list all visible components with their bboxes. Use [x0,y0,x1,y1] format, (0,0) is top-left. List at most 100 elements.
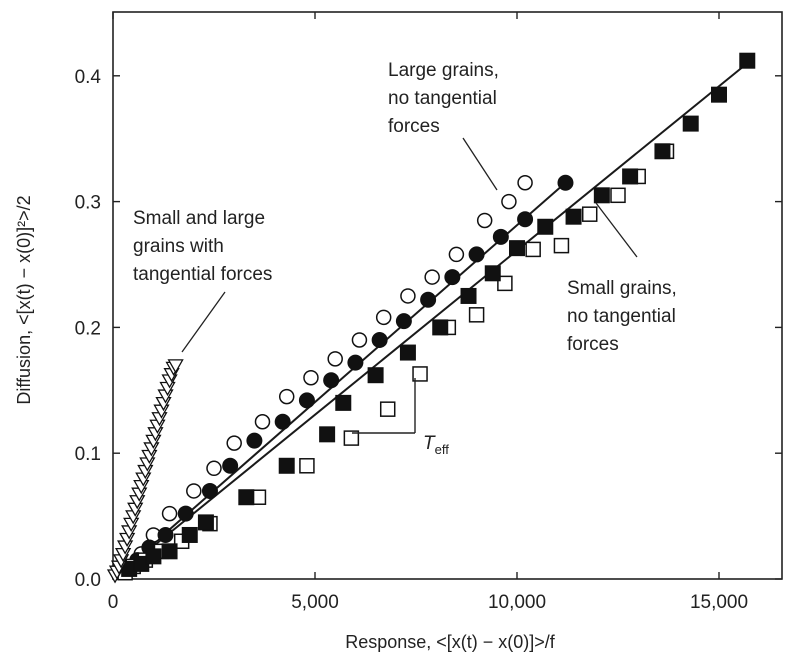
x-tick-label: 15,000 [690,592,748,613]
data-point [161,543,178,560]
svg-text:Teff: Teff [423,433,449,457]
svg-text:forces: forces [388,116,440,137]
axis-ticks: 0 5,000 10,000 15,000 0.0 0.1 0.2 0.3 0.4 [75,12,782,613]
y-tick-label: 0.0 [75,570,101,591]
y-tick-label: 0.1 [75,444,101,465]
data-point [274,413,291,430]
data-point [206,460,222,477]
data-point [432,319,449,336]
teff-subscript: eff [435,442,450,457]
teff-annotation: Teff [352,378,449,457]
data-point [610,187,626,204]
data-point [468,246,485,263]
data-point [246,432,263,449]
data-point [711,86,727,103]
data-point [420,291,437,308]
teff-label: T [423,433,436,454]
data-point [323,372,340,389]
data-point [197,514,214,531]
data-point [186,483,202,499]
data-point [161,505,178,522]
y-tick-label: 0.2 [75,318,101,339]
data-point [298,392,315,409]
data-point [167,359,184,374]
series-open-circle [133,174,533,562]
fit-line [112,62,748,580]
data-point [525,241,541,258]
y-tick-label: 0.4 [75,67,102,88]
data-point [177,505,194,522]
data-point [492,228,509,245]
annotation-large-grains: Large grains, no tangential forces [388,60,499,191]
data-point [278,457,295,474]
series-filled-circle [129,174,574,569]
data-point [565,208,582,225]
svg-text:grains with: grains with [133,236,224,257]
data-point [145,548,162,565]
x-axis-label: Response, <[x(t) − x(0)]>/f [345,632,556,652]
data-point [371,331,388,348]
x-tick-label: 5,000 [291,592,339,613]
data-point [537,218,554,235]
data-point [448,246,465,263]
data-point [157,526,174,543]
svg-text:no tangential: no tangential [567,306,676,327]
data-point [201,482,218,499]
data-point [509,240,525,257]
data-point [654,143,671,160]
data-point [517,211,534,228]
x-tick-label: 10,000 [488,592,546,613]
svg-text:forces: forces [567,334,619,355]
data-point [319,426,336,443]
data-point [343,430,360,446]
data-point [347,354,364,371]
data-point [379,401,396,417]
data-point [351,332,368,348]
x-tick-label: 0 [108,592,119,613]
data-point [424,269,440,285]
data-point [400,288,416,304]
data-point [553,237,570,254]
data-point [395,313,412,330]
svg-text:tangential forces: tangential forces [133,264,272,285]
y-tick-label: 0.3 [75,193,101,214]
series-filled-square [121,52,756,577]
data-point [399,344,416,361]
data-point [278,388,295,405]
annotation-large-leader [462,137,498,191]
data-point [468,307,485,323]
y-axis-label: Diffusion, <[x(t) − x(0)]²>/2 [14,195,34,404]
data-point [444,269,461,286]
data-point [303,369,319,386]
data-point [682,115,699,132]
plot-frame [112,11,783,580]
data-point [593,187,610,204]
data-series [106,52,756,584]
annotation-small-large-grains: Small and large grains with tangential f… [133,208,272,353]
data-point [497,275,513,292]
data-point [327,351,343,367]
svg-text:Large grains,: Large grains, [388,60,499,81]
data-point [622,168,639,185]
data-point [484,265,501,282]
data-point [581,206,598,222]
data-point [460,287,477,304]
data-point [501,193,517,210]
data-point [476,212,493,229]
svg-text:Small and large: Small and large [133,208,265,229]
data-point [181,526,198,543]
data-point [254,414,271,430]
data-point [517,174,533,191]
annotation-small-grains: Small grains, no tangential forces [567,202,677,355]
data-point [238,489,255,506]
data-point [335,394,352,411]
annotation-small-leader [595,202,638,258]
data-point [226,435,242,451]
data-point [412,366,428,382]
svg-text:Small grains,: Small grains, [567,278,677,299]
data-point [299,458,315,474]
svg-text:no tangential: no tangential [388,88,497,109]
annotation-small-large-leader [181,291,226,353]
data-point [557,174,574,191]
